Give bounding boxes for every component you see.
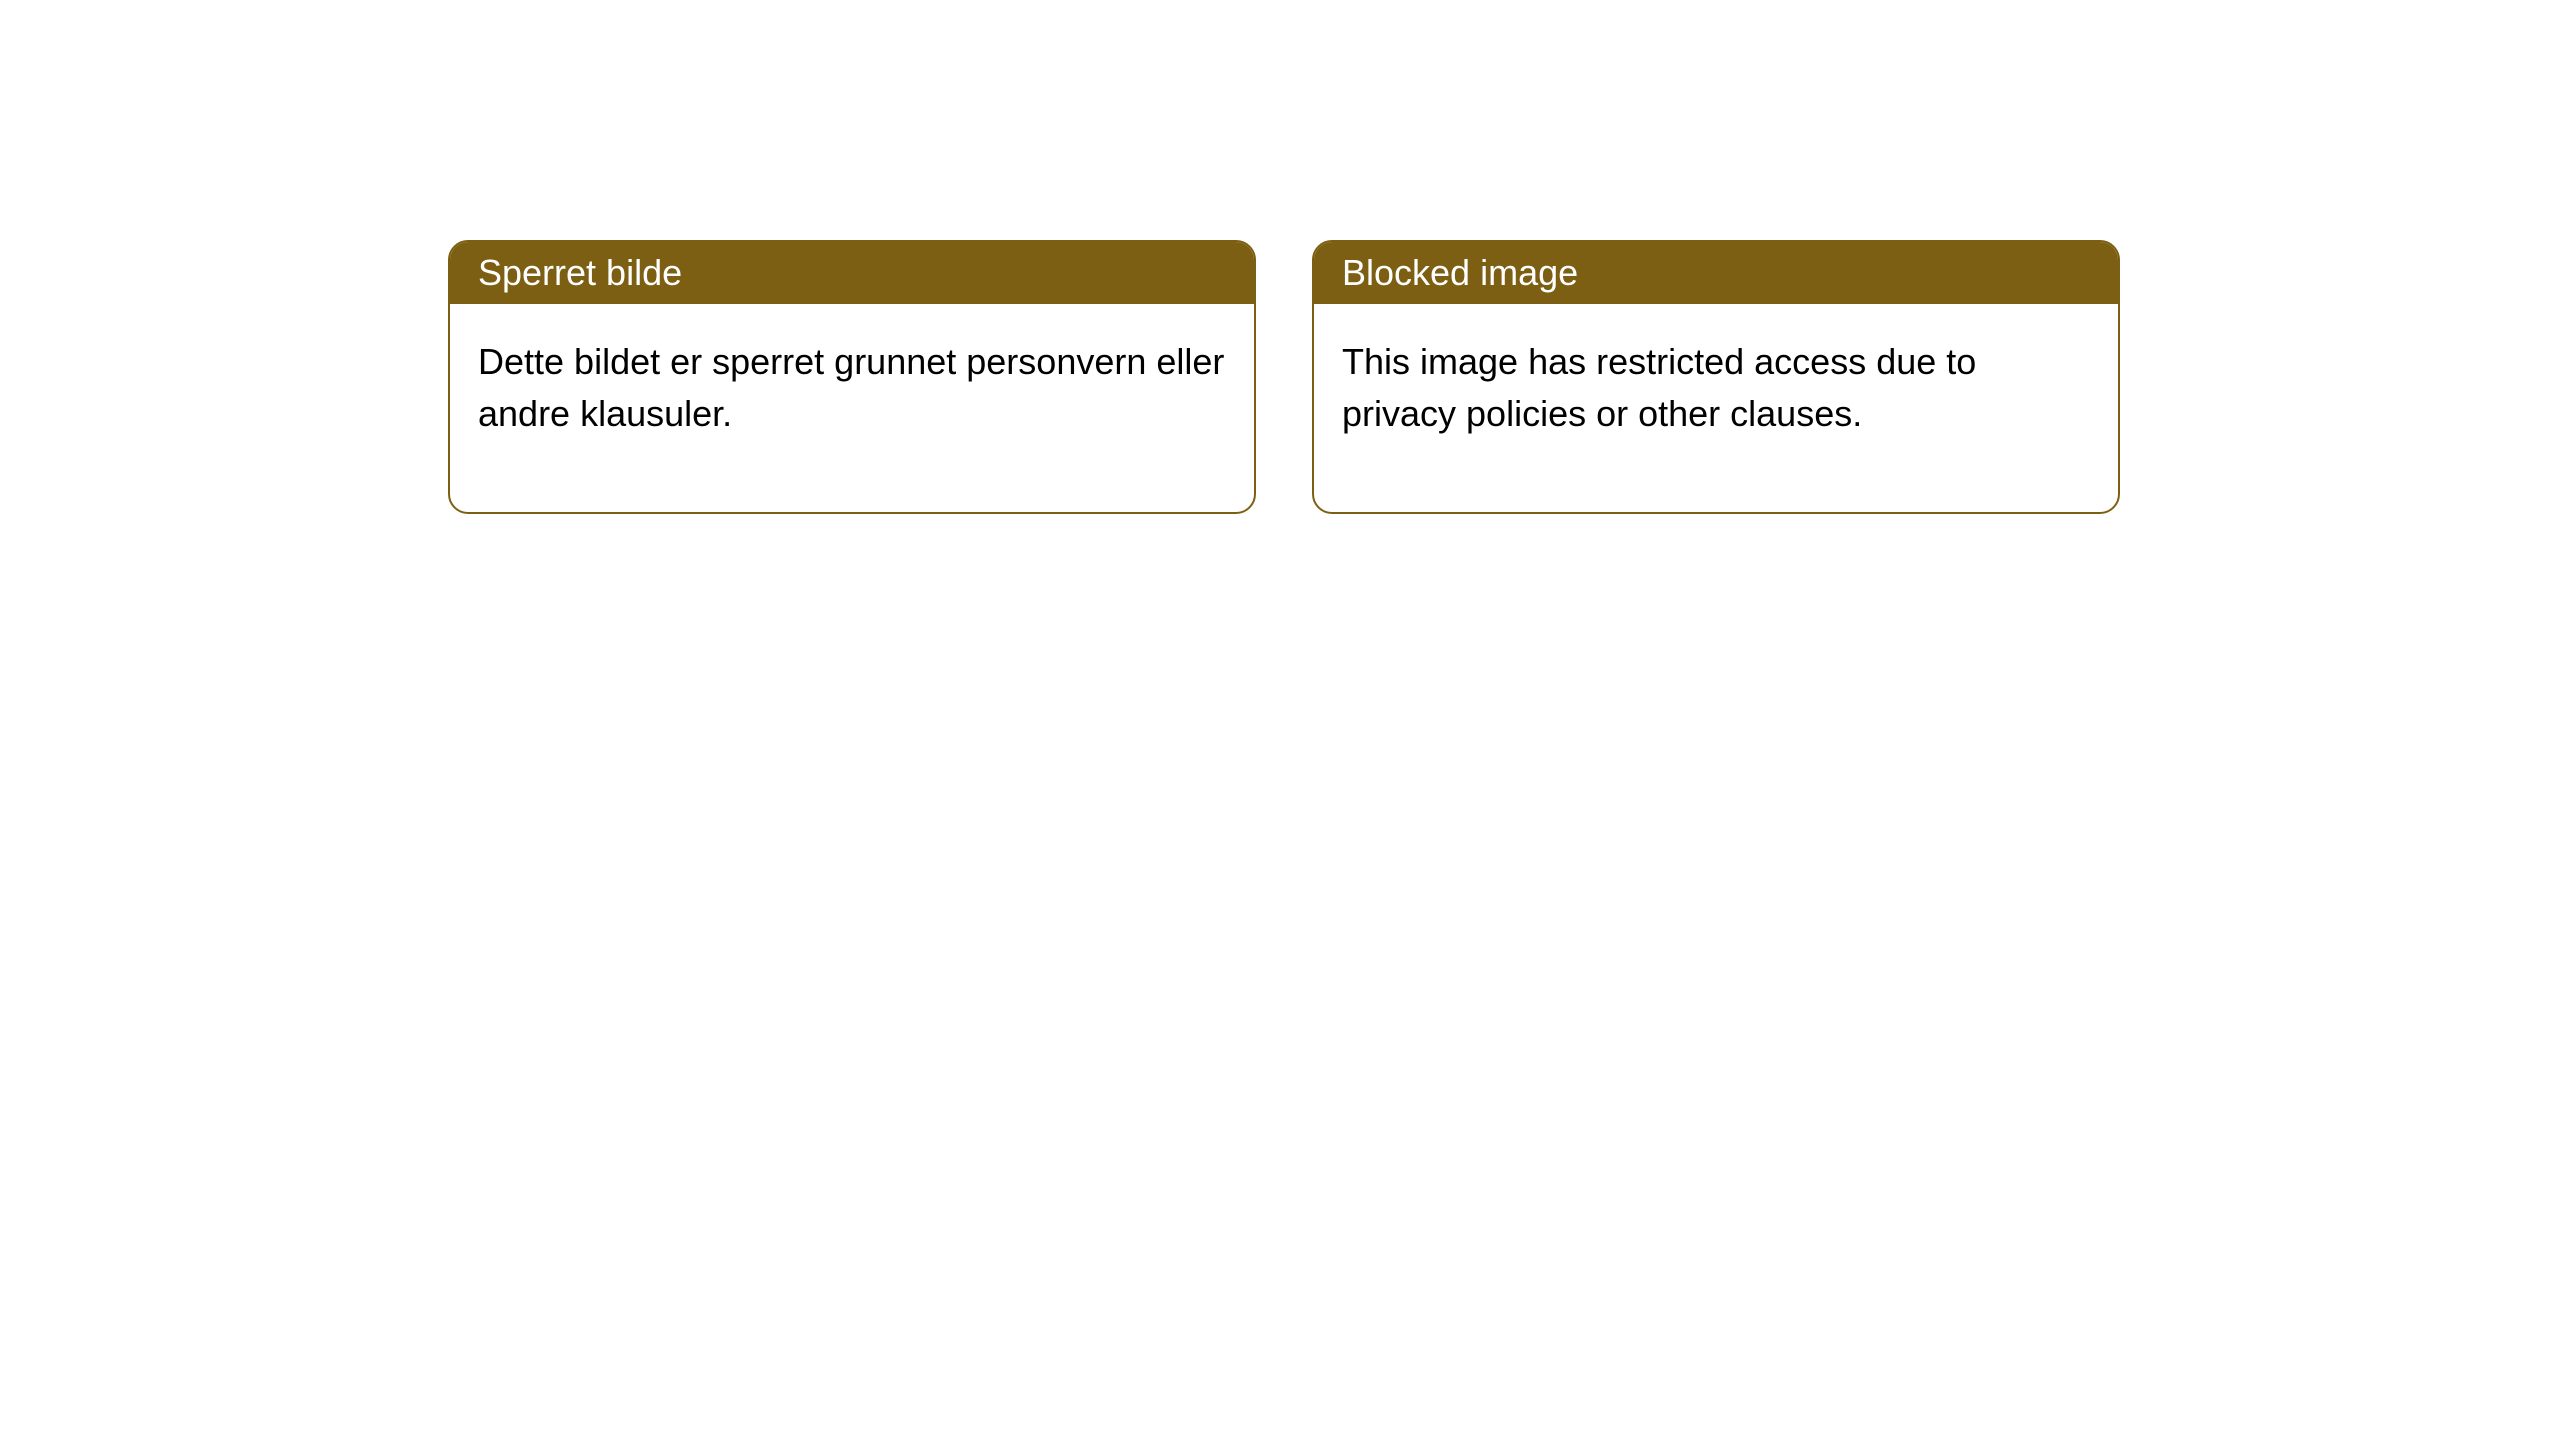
notice-body: This image has restricted access due to … (1314, 304, 2118, 512)
notice-card-english: Blocked image This image has restricted … (1312, 240, 2120, 514)
notice-container: Sperret bilde Dette bildet er sperret gr… (0, 0, 2560, 514)
notice-card-norwegian: Sperret bilde Dette bildet er sperret gr… (448, 240, 1256, 514)
notice-header: Blocked image (1314, 242, 2118, 304)
notice-body: Dette bildet er sperret grunnet personve… (450, 304, 1254, 512)
notice-header: Sperret bilde (450, 242, 1254, 304)
